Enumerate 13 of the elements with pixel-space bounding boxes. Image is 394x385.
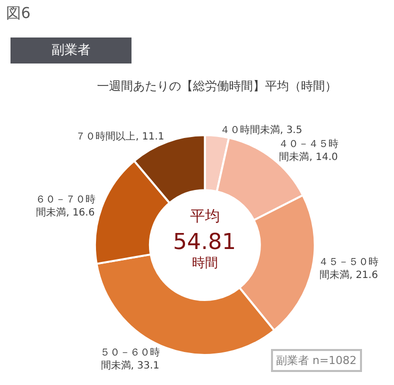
slice-label: ４０－４５時間未満, 14.0 xyxy=(278,138,339,163)
slice-label: ４５－５０時間未満, 21.6 xyxy=(318,256,379,281)
caption: 図6 xyxy=(6,4,31,22)
text: 副業者 n=1082 xyxy=(276,354,357,367)
chart-title: 一週間あたりの【総労働時間】平均（時間） xyxy=(97,79,337,93)
text: 平均 xyxy=(190,207,220,225)
text: 時間 xyxy=(192,256,218,271)
text: 54.81 xyxy=(173,230,236,255)
slice-label: ７０時間以上, 11.1 xyxy=(76,130,164,142)
slice-label: ６０－７０時間未満, 16.6 xyxy=(35,193,96,218)
slice-label: ４０時間未満, 3.5 xyxy=(220,124,302,136)
chart-subtitle: 副業者 xyxy=(52,43,90,58)
slice-label: ５０－６０時間未満, 33.1 xyxy=(100,346,160,372)
